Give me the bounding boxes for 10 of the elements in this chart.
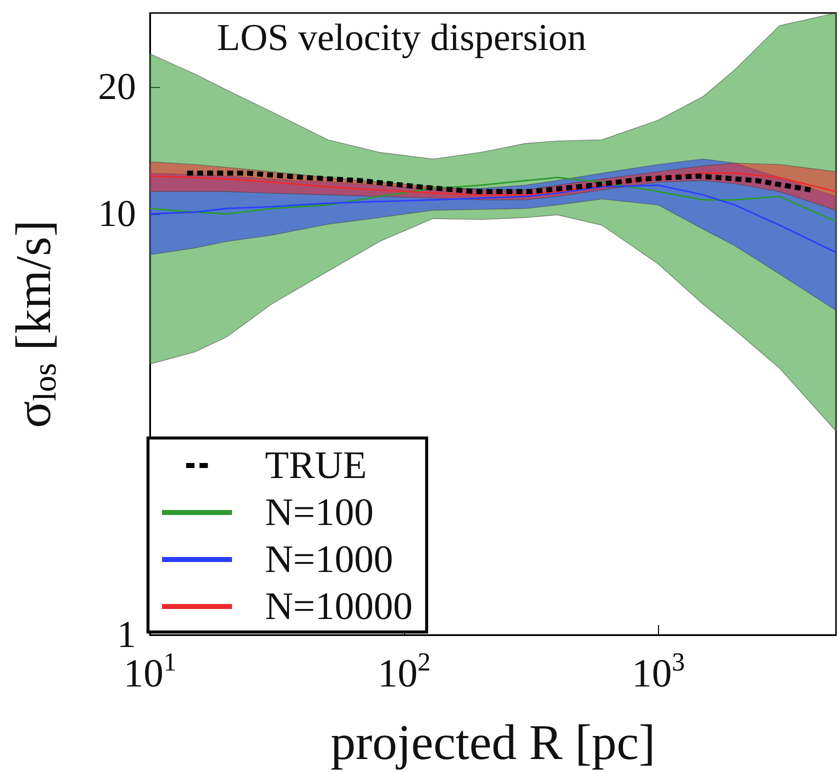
legend-label: N=1000 [265,538,394,581]
legend-label: N=100 [265,491,374,534]
y-axis-title: σlos [km/s] [5,220,64,428]
y-tick-label: 20 [98,66,136,108]
x-axis-title: projected R [pc] [330,714,656,770]
legend-label: N=10000 [265,585,413,628]
y-tick-label: 1 [117,614,136,656]
chart-title: LOS velocity dispersion [217,17,586,59]
legend-label: TRUE [265,444,367,487]
y-tick-label: 10 [98,192,136,235]
